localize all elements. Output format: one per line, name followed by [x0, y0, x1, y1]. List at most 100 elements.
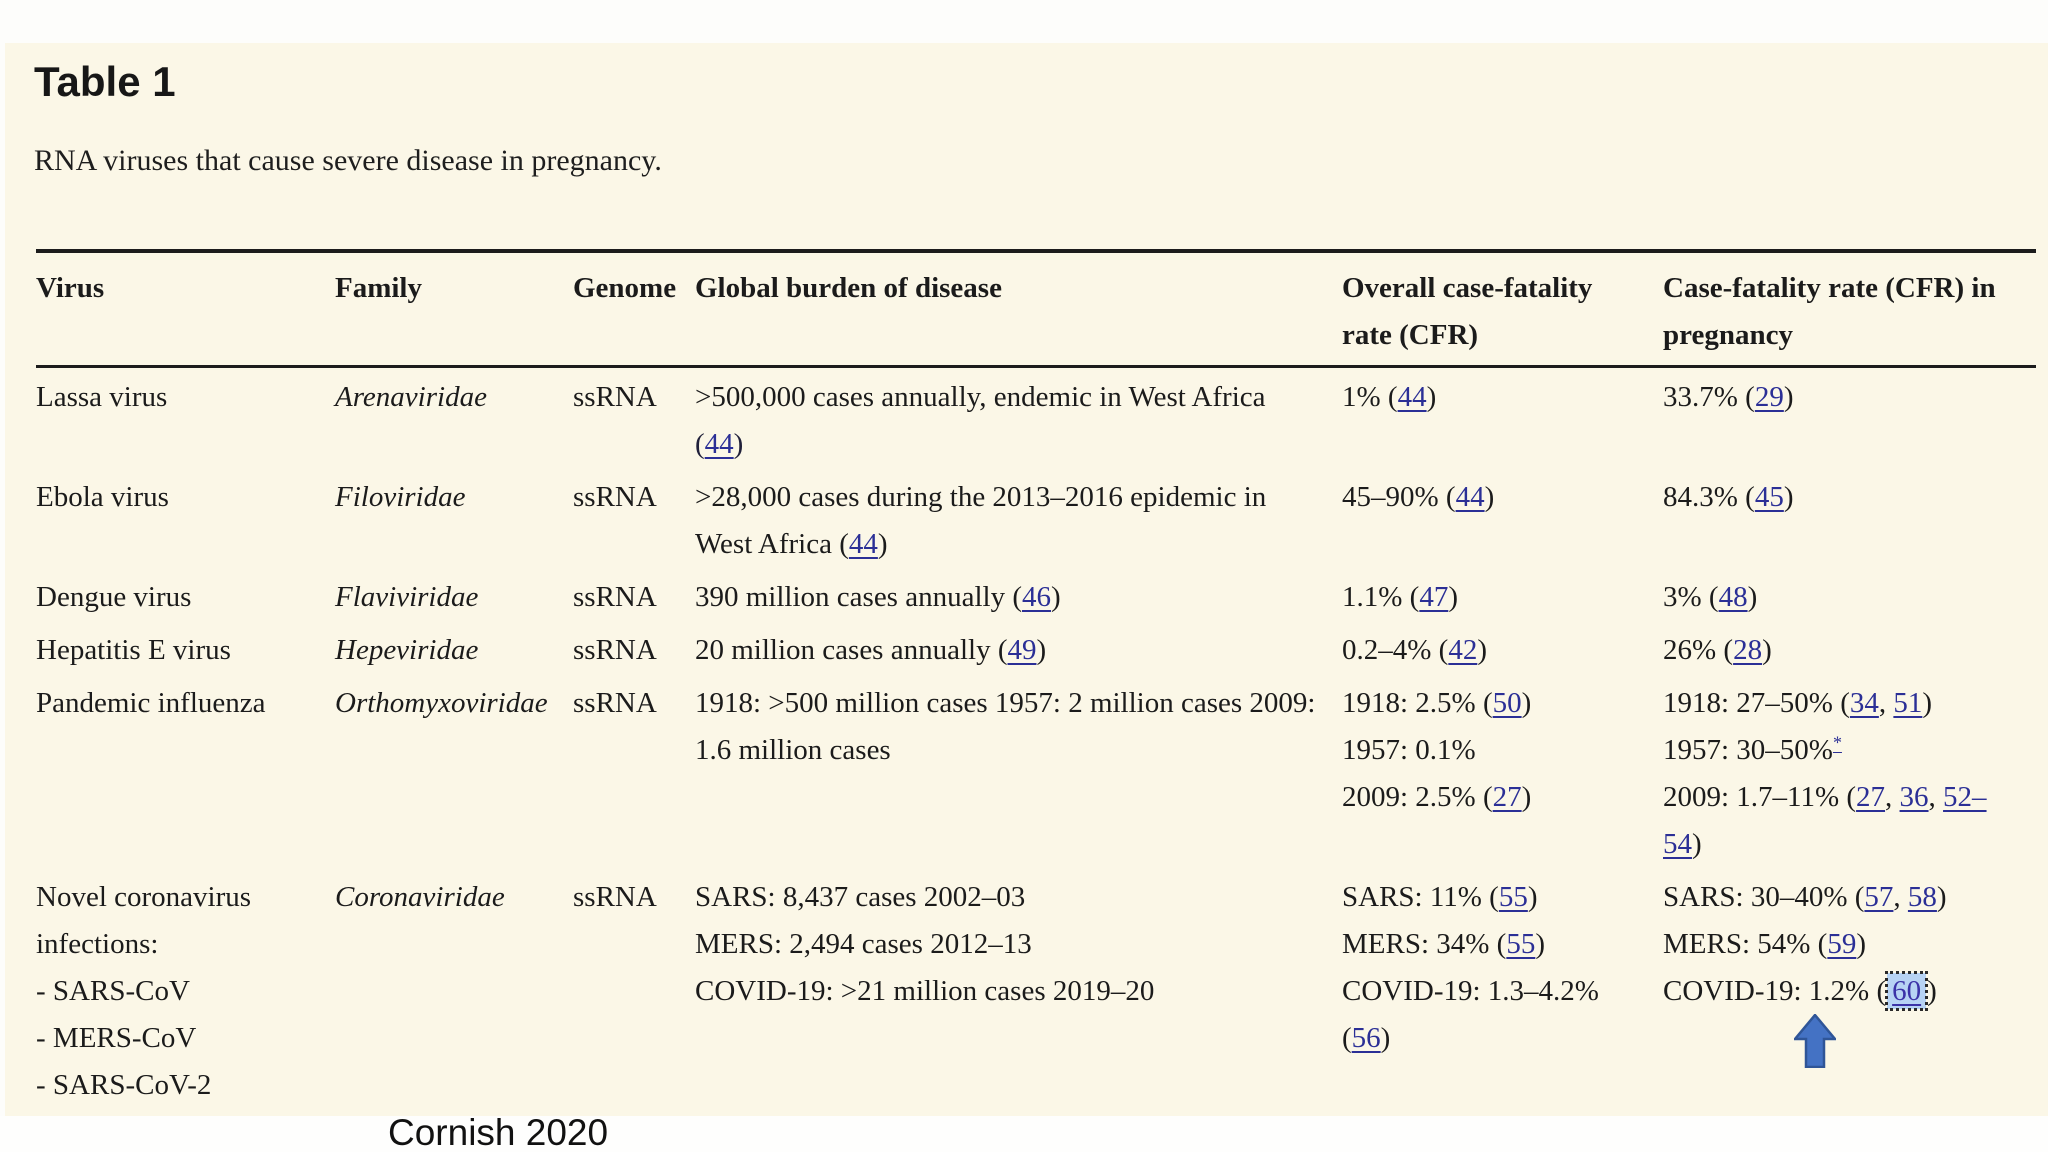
cell-text: ) — [1448, 581, 1458, 613]
cell-text: >500,000 cases annually, endemic in West… — [695, 381, 1266, 413]
cell-line: ssRNA — [573, 627, 685, 674]
cell-line: SARS: 30–40% (57, 58) — [1663, 874, 2026, 921]
reference-link[interactable]: * — [1832, 732, 1842, 753]
reference-link[interactable]: 29 — [1754, 381, 1784, 413]
cell-text: 1% ( — [1342, 381, 1398, 413]
cell-text: 2009: 2.5% ( — [1342, 781, 1493, 813]
cell-text: Lassa virus — [36, 381, 168, 413]
up-arrow-icon — [1794, 1014, 1836, 1068]
cell-line: Lassa virus — [36, 374, 325, 421]
cell-text: >28,000 cases during the 2013–2016 epide… — [695, 481, 1267, 513]
reference-link[interactable]: 27 — [1492, 781, 1522, 813]
reference-link[interactable]: 52– — [1943, 781, 1987, 813]
rna-virus-table: Virus Family Genome Global burden of diseas… — [36, 249, 2036, 1109]
table-row: Novel coronavirus infections: - SARS-CoV - … — [36, 868, 2036, 1109]
cell-text: ssRNA — [573, 581, 657, 613]
reference-link[interactable]: 46 — [1022, 581, 1051, 613]
reference-link[interactable]: 45 — [1754, 481, 1784, 513]
cell-cfr_pregnancy: 84.3% (45) — [1663, 468, 2036, 568]
reference-link[interactable]: 55 — [1506, 928, 1536, 960]
reference-link[interactable]: 42 — [1448, 634, 1478, 666]
cell-cfr_pregnancy: 33.7% (29) — [1663, 367, 2036, 469]
cell-text: ) — [1927, 975, 1937, 1007]
cell-genome: ssRNA — [573, 367, 695, 469]
cell-line: Dengue virus — [36, 574, 325, 621]
cell-text: , — [1878, 687, 1894, 719]
cell-line: COVID-19: 1.2% (60) — [1663, 968, 2026, 1015]
cell-text: 84.3% ( — [1663, 481, 1755, 513]
reference-link[interactable]: 44 — [1397, 381, 1427, 413]
reference-link[interactable]: 55 — [1498, 881, 1528, 913]
cell-text: infections: — [36, 928, 159, 960]
column-header-text: Global burden of disease — [695, 272, 1002, 304]
cell-line: Orthomyxoviridae — [335, 680, 563, 727]
cell-text: 1918: >500 million cases 1957: 2 million… — [695, 687, 1316, 719]
reference-link[interactable]: 51 — [1893, 687, 1923, 719]
reference-link[interactable]: 58 — [1907, 881, 1937, 913]
cell-line: 0.2–4% (42) — [1342, 627, 1653, 674]
cell-text: ) — [1762, 634, 1772, 666]
cell-text: SARS: 11% ( — [1342, 881, 1499, 913]
reference-link[interactable]: 34 — [1849, 687, 1879, 719]
cell-line: 1% (44) — [1342, 374, 1653, 421]
cell-text: ssRNA — [573, 881, 657, 913]
cell-text: MERS: 2,494 cases 2012–13 — [695, 928, 1032, 960]
table-row: Hepatitis E virus Hepeviridae ssRNA 20 mill… — [36, 621, 2036, 674]
column-header-family: Family — [335, 249, 573, 368]
cell-text: ) — [1521, 687, 1532, 719]
table-title: Table 1 — [34, 58, 176, 105]
cell-text: ssRNA — [573, 687, 657, 719]
cell-line: Novel coronavirus — [36, 874, 325, 921]
cell-text: ( — [1342, 1022, 1352, 1054]
reference-link[interactable]: 57 — [1864, 881, 1894, 913]
reference-link[interactable]: 56 — [1351, 1022, 1381, 1054]
cell-line: Pandemic influenza — [36, 680, 325, 727]
cell-text: ) — [1783, 481, 1794, 513]
table-row: Ebola virus Filoviridae ssRNA >28,000 cases… — [36, 468, 2036, 568]
reference-link[interactable]: 50 — [1492, 687, 1522, 719]
cell-line: MERS: 34% (55) — [1342, 921, 1653, 968]
cell-line: 1957: 30–50%* — [1663, 727, 2026, 774]
footnote-marker[interactable]: * — [1833, 732, 1842, 752]
cell-line: 1.6 million cases — [695, 727, 1332, 774]
reference-link-highlighted[interactable]: 60 — [1885, 971, 1929, 1011]
cell-text: 1957: 30–50% — [1663, 734, 1833, 766]
reference-link[interactable]: 59 — [1827, 928, 1857, 960]
cell-text: ) — [1527, 881, 1538, 913]
cell-family: Hepeviridae — [335, 621, 573, 674]
cell-line: 1957: 0.1% — [1342, 727, 1653, 774]
cell-virus: Ebola virus — [36, 468, 335, 568]
cell-cfr_pregnancy: SARS: 30–40% (57, 58) MERS: 54% (59) COVID… — [1663, 868, 2036, 1109]
cell-line: >28,000 cases during the 2013–2016 epide… — [695, 474, 1332, 521]
cell-text: ) — [1922, 687, 1933, 719]
cell-text: COVID-19: 1.3–4.2% — [1342, 975, 1599, 1007]
reference-link[interactable]: 49 — [1007, 634, 1037, 666]
cell-text: ) — [1036, 634, 1047, 666]
reference-link[interactable]: 44 — [704, 428, 734, 460]
cell-text: ) — [1856, 928, 1867, 960]
cell-line: West Africa (44) — [695, 521, 1332, 568]
cell-text: 0.2–4% ( — [1342, 634, 1449, 666]
reference-link[interactable]: 28 — [1733, 634, 1763, 666]
cell-text: ssRNA — [573, 634, 657, 666]
cell-burden: >500,000 cases annually, endemic in West… — [695, 367, 1342, 469]
cell-text: 1.6 million cases — [695, 734, 891, 766]
reference-link[interactable]: 54 — [1663, 828, 1692, 860]
cell-text: , — [1885, 781, 1900, 813]
cell-virus: Lassa virus — [36, 367, 335, 469]
reference-link[interactable]: 36 — [1899, 781, 1929, 813]
cell-text: SARS: 30–40% ( — [1663, 881, 1865, 913]
table-background-panel — [5, 43, 2048, 1116]
cell-text: Novel coronavirus — [36, 881, 252, 913]
reference-link[interactable]: 27 — [1856, 781, 1886, 813]
cell-line: MERS: 54% (59) — [1663, 921, 2026, 968]
reference-link[interactable]: 48 — [1718, 581, 1748, 613]
cell-text: ) — [1426, 381, 1437, 413]
reference-link[interactable]: 44 — [1455, 481, 1485, 513]
cell-cfr: 1.1% (47) — [1342, 568, 1663, 621]
cell-text: MERS: 54% ( — [1663, 928, 1828, 960]
reference-link[interactable]: 47 — [1419, 581, 1449, 613]
reference-link[interactable]: 44 — [848, 528, 878, 560]
cell-text: ) — [1477, 634, 1487, 666]
cell-text: ( — [695, 428, 705, 460]
